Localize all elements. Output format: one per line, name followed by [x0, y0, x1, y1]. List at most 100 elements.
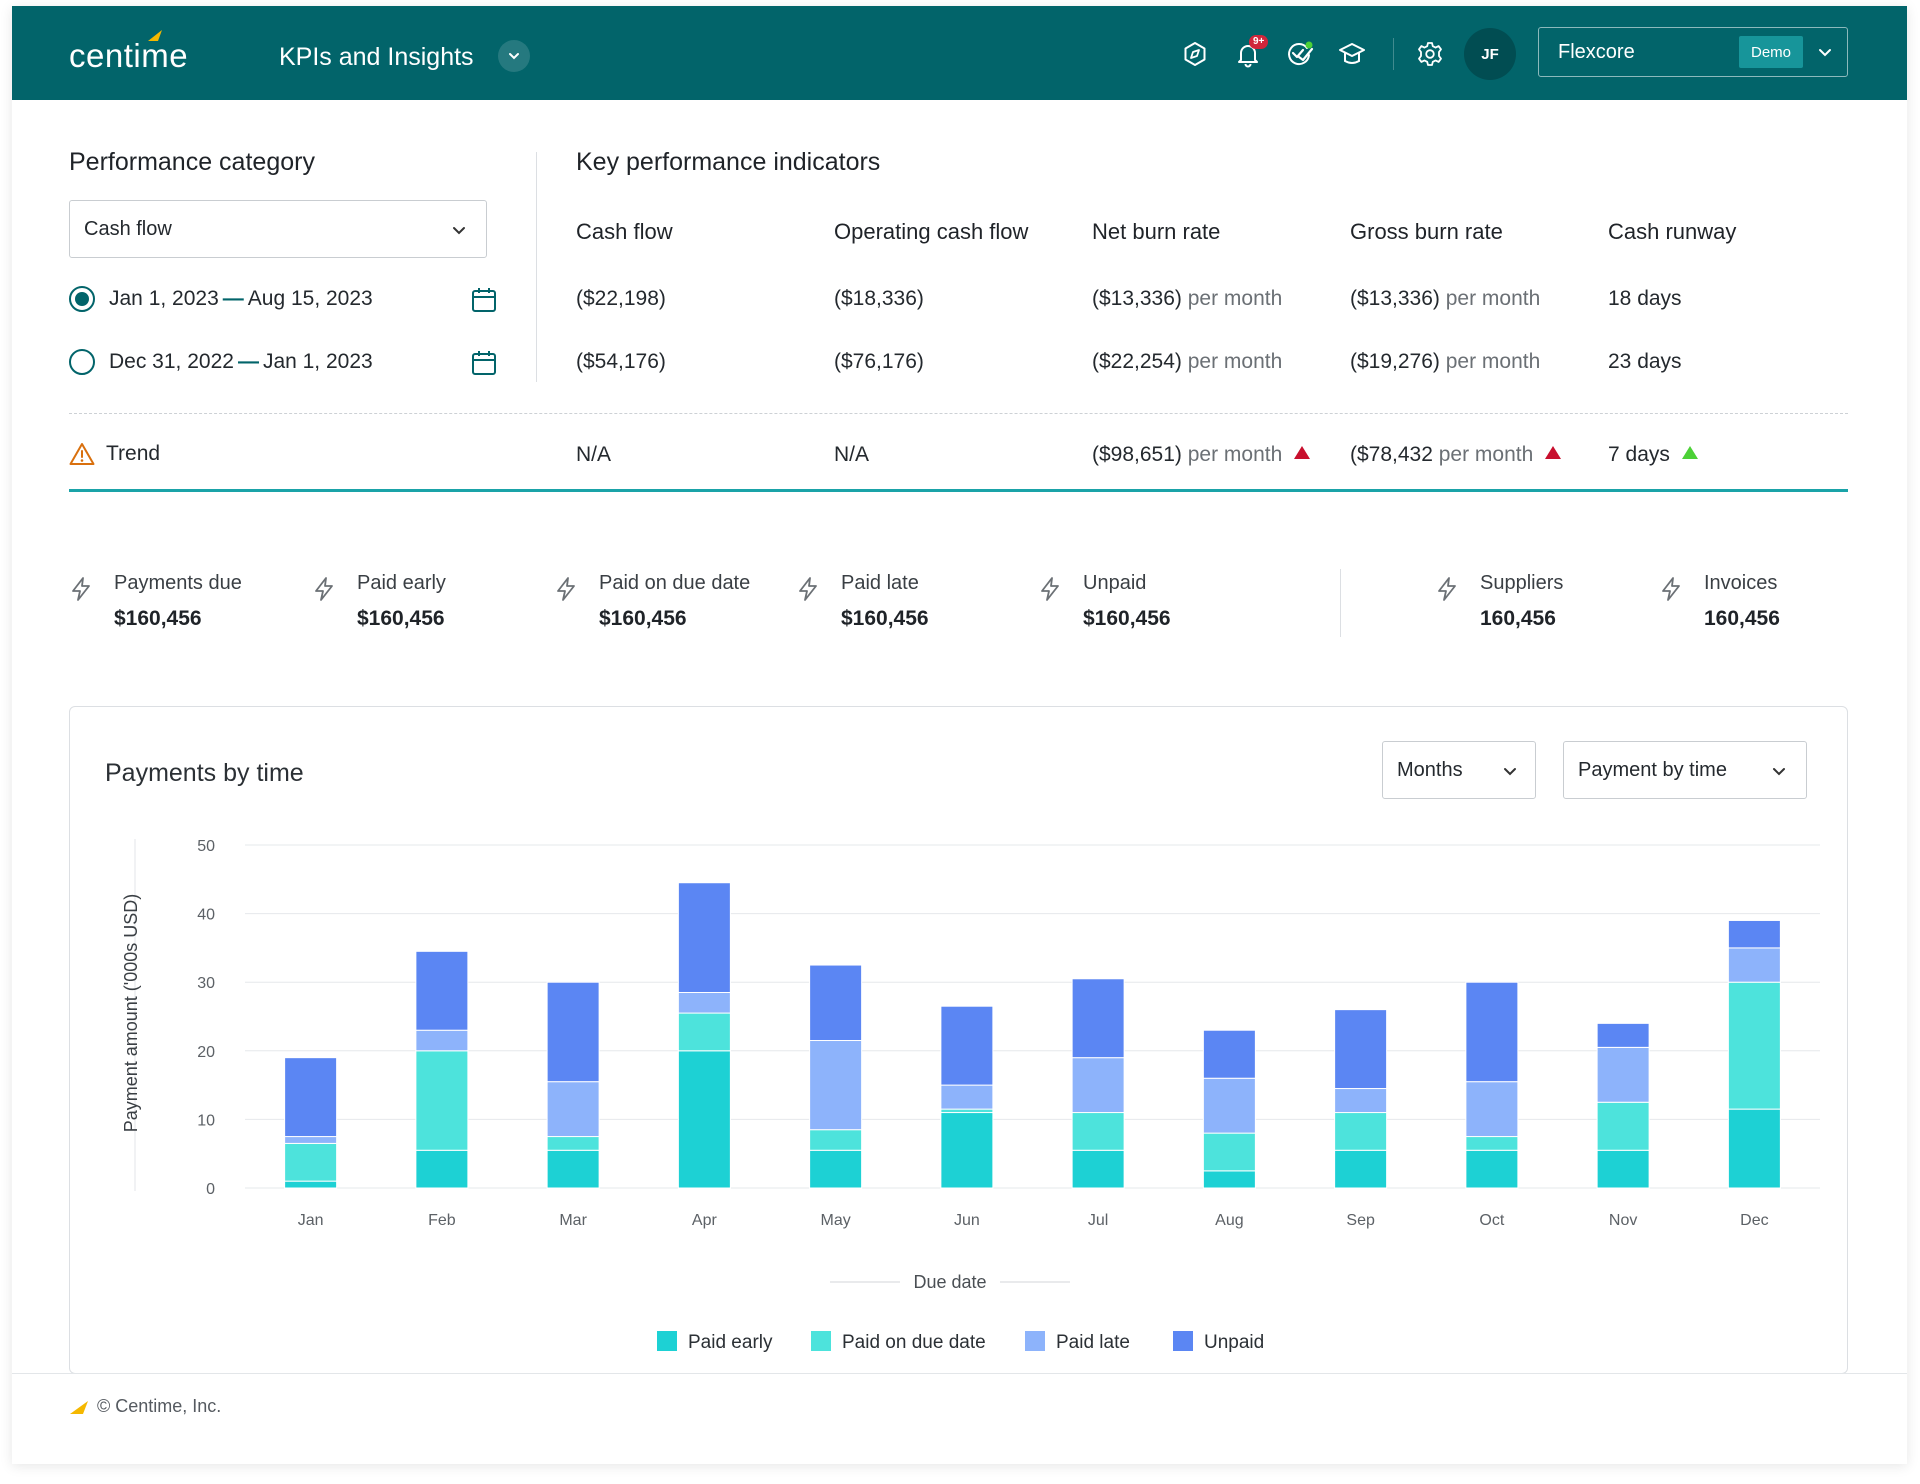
- bar-segment-paid-on-due-date[interactable]: [809, 1129, 863, 1151]
- bar-segment-unpaid[interactable]: [1071, 978, 1125, 1059]
- bar-segment-paid-on-due-date[interactable]: [1727, 981, 1781, 1110]
- period-radio-unselected[interactable]: [69, 349, 95, 375]
- bar-segment-unpaid[interactable]: [1596, 1022, 1650, 1048]
- tasks-button[interactable]: [1285, 39, 1315, 69]
- bar-segment-unpaid[interactable]: [415, 950, 469, 1031]
- bar-segment-unpaid[interactable]: [284, 1057, 338, 1138]
- bar-segment-paid-late[interactable]: [809, 1040, 863, 1131]
- chevron-down-icon: [1773, 768, 1785, 776]
- user-avatar[interactable]: JF: [1464, 28, 1516, 80]
- legend-label[interactable]: Paid on due date: [842, 1332, 986, 1353]
- x-tick-label: Jun: [954, 1212, 980, 1229]
- period-granularity-select[interactable]: Months: [1382, 741, 1536, 799]
- bar-segment-unpaid[interactable]: [677, 882, 731, 993]
- kpi-value: ($76,176): [834, 350, 924, 373]
- bar-segment-paid-late[interactable]: [1202, 1077, 1256, 1134]
- x-tick-label: Aug: [1215, 1212, 1243, 1229]
- bar-segment-unpaid[interactable]: [1202, 1029, 1256, 1079]
- bar-segment-paid-on-due-date[interactable]: [415, 1050, 469, 1151]
- bar-segment-paid-late[interactable]: [284, 1136, 338, 1144]
- stat-label: Suppliers: [1480, 572, 1564, 594]
- stat-label: Invoices: [1704, 572, 1778, 594]
- bar-segment-paid-late[interactable]: [546, 1081, 600, 1138]
- bar-segment-paid-late[interactable]: [940, 1084, 994, 1110]
- x-tick-label: May: [821, 1212, 851, 1229]
- bar-segment-paid-late[interactable]: [1334, 1088, 1388, 1114]
- logo-wordmark: centime: [69, 37, 189, 74]
- bar-segment-paid-on-due-date[interactable]: [1465, 1136, 1519, 1151]
- bar-segment-paid-early[interactable]: [1465, 1149, 1519, 1189]
- bar-segment-unpaid[interactable]: [546, 981, 600, 1083]
- learning-button[interactable]: [1337, 39, 1367, 69]
- chevron-down-icon: [509, 53, 519, 60]
- bar-segment-paid-early[interactable]: [546, 1149, 600, 1189]
- bar-segment-paid-early[interactable]: [1202, 1170, 1256, 1189]
- kpi-amount: ($19,276): [1350, 350, 1440, 373]
- bar-segment-unpaid[interactable]: [1465, 981, 1519, 1083]
- company-switcher[interactable]: Flexcore Demo: [1538, 27, 1848, 77]
- bar-segment-paid-early[interactable]: [677, 1050, 731, 1189]
- bar-segment-paid-late[interactable]: [415, 1029, 469, 1052]
- header-divider: [1393, 38, 1394, 70]
- category-select-value: Cash flow: [84, 218, 172, 240]
- bar-segment-paid-on-due-date[interactable]: [284, 1142, 338, 1182]
- period-radio-selected[interactable]: [69, 286, 95, 312]
- stat-value: 160,456: [1480, 607, 1556, 630]
- bar-segment-paid-early[interactable]: [809, 1149, 863, 1189]
- settings-button[interactable]: [1415, 39, 1445, 69]
- bar-segment-unpaid[interactable]: [940, 1005, 994, 1086]
- kpi-value: ($13,336) per month: [1092, 287, 1282, 311]
- bar-segment-paid-late[interactable]: [1596, 1046, 1650, 1103]
- module-title[interactable]: KPIs and Insights: [279, 43, 474, 71]
- bar-segment-paid-late[interactable]: [1071, 1057, 1125, 1114]
- chart-card-title: Payments by time: [105, 759, 304, 787]
- module-switcher-button[interactable]: [498, 40, 530, 72]
- bar-segment-paid-early[interactable]: [1727, 1108, 1781, 1189]
- kpi-header-cash-runway: Cash runway: [1608, 219, 1737, 244]
- stat-value: $160,456: [357, 607, 445, 630]
- x-tick-label: Oct: [1479, 1212, 1504, 1229]
- bar-segment-paid-early[interactable]: [1334, 1149, 1388, 1189]
- bar-segment-unpaid[interactable]: [1334, 1009, 1388, 1090]
- bar-segment-paid-on-due-date[interactable]: [1071, 1112, 1125, 1151]
- period-option-comparison[interactable]: Dec 31, 2022— Jan 1, 2023: [69, 346, 373, 378]
- bar-segment-paid-on-due-date[interactable]: [546, 1136, 600, 1151]
- stat-label: Paid on due date: [599, 572, 751, 594]
- payments-stacked-bar-chart: 0 10 20 30 40 50 Payment amount ('000s USD) Jan…: [121, 838, 1820, 1353]
- bar-segment-paid-on-due-date[interactable]: [1596, 1101, 1650, 1151]
- legend-label[interactable]: Unpaid: [1204, 1332, 1264, 1353]
- calendar-icon[interactable]: [470, 286, 498, 314]
- bar-segment-paid-on-due-date[interactable]: [1202, 1132, 1256, 1172]
- bar-segment-paid-late[interactable]: [1727, 947, 1781, 983]
- trend-value: N/A: [576, 443, 612, 466]
- bar-segment-paid-late[interactable]: [1465, 1081, 1519, 1138]
- bar-segment-unpaid[interactable]: [809, 964, 863, 1042]
- chevron-down-icon: [1819, 49, 1831, 57]
- bar-segment-paid-on-due-date[interactable]: [1334, 1112, 1388, 1151]
- kpi-value: ($54,176): [576, 350, 666, 373]
- legend-label[interactable]: Paid late: [1056, 1332, 1130, 1353]
- lightning-bolt-icon: [1041, 577, 1059, 601]
- bar-segment-paid-early[interactable]: [284, 1180, 338, 1189]
- bar-segment-paid-early[interactable]: [1596, 1149, 1650, 1189]
- footer-divider: [12, 1373, 1907, 1374]
- bar-segment-paid-on-due-date[interactable]: [677, 1012, 731, 1052]
- y-tick-label: 30: [197, 975, 215, 992]
- kpi-amount: ($22,254): [1092, 350, 1182, 373]
- chart-view-select[interactable]: Payment by time: [1563, 741, 1807, 799]
- period-option-current[interactable]: Jan 1, 2023— Aug 15, 2023: [69, 283, 373, 315]
- calendar-icon[interactable]: [470, 349, 498, 377]
- bar-segment-unpaid[interactable]: [1727, 919, 1781, 949]
- bar-segment-paid-on-due-date[interactable]: [940, 1108, 994, 1114]
- bar-segment-paid-late[interactable]: [677, 991, 731, 1014]
- stat-label: Paid late: [841, 572, 919, 594]
- bar-segment-paid-early[interactable]: [415, 1149, 469, 1189]
- centime-logo[interactable]: centime: [69, 30, 189, 74]
- bar-segment-paid-early[interactable]: [1071, 1149, 1125, 1189]
- period-start: Dec 31, 2022: [109, 350, 234, 373]
- nav-compass-button[interactable]: [1180, 39, 1210, 69]
- notifications-button[interactable]: 9+: [1233, 35, 1269, 69]
- bar-segment-paid-early[interactable]: [940, 1112, 994, 1189]
- category-select[interactable]: Cash flow: [69, 200, 487, 258]
- legend-label[interactable]: Paid early: [688, 1332, 773, 1353]
